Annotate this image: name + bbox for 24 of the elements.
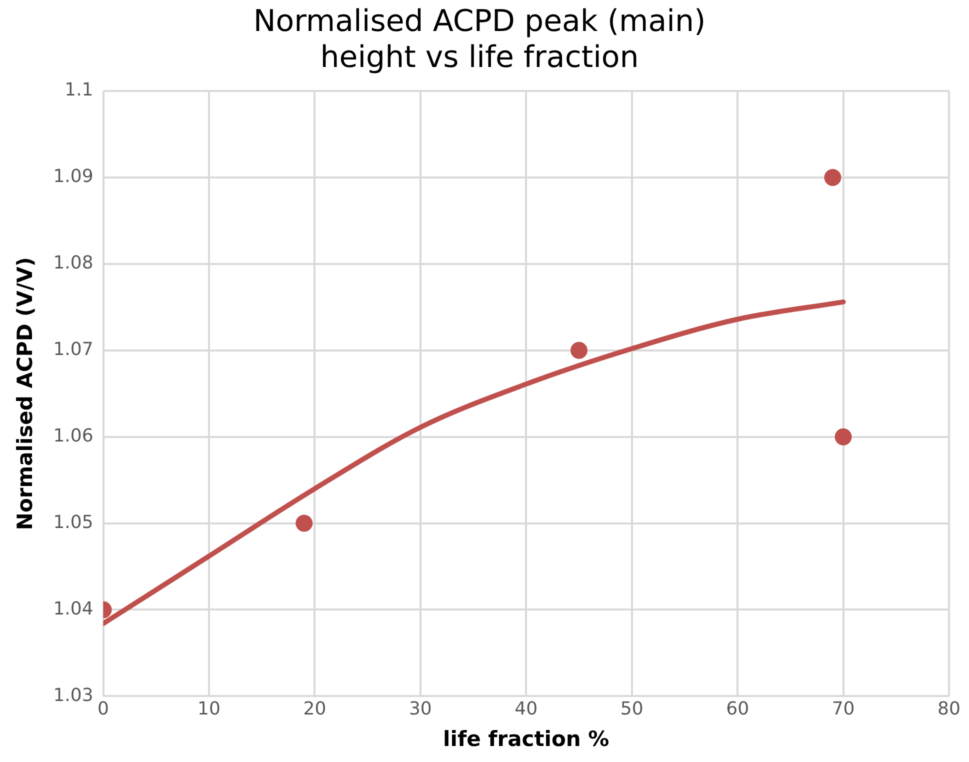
- x-tick-label: 20: [303, 698, 326, 720]
- y-tick-label: 1.08: [53, 252, 94, 274]
- chart-title: Normalised ACPD peak (main) height vs life fraction: [253, 4, 706, 75]
- point: [824, 168, 842, 186]
- y-tick-label: 1.05: [53, 512, 94, 533]
- y-tick-label: 1.07: [53, 339, 94, 360]
- x-tick-label: 30: [408, 698, 432, 720]
- point: [570, 342, 588, 359]
- y-tick-label: 1.04: [53, 598, 94, 620]
- y-tick-label: 1.06: [53, 426, 94, 446]
- x-tick-label: 80: [938, 698, 960, 720]
- y-axis-title: Normalised ACPD (V/V): [13, 257, 38, 530]
- x-tick-label: 60: [726, 698, 750, 720]
- x-tick-label: 0: [98, 698, 110, 720]
- x-tick-label: 70: [832, 698, 855, 720]
- x-axis-title: life fraction %: [443, 726, 610, 751]
- point: [834, 428, 852, 446]
- y-tick-label: 1.1: [64, 80, 94, 101]
- x-tick-label: 50: [620, 698, 644, 720]
- point: [296, 514, 313, 532]
- y-tick-label: 1.03: [53, 684, 94, 706]
- y-tick-label: 1.09: [53, 166, 94, 188]
- x-tick-label: 40: [514, 698, 538, 720]
- x-tick-label: 10: [198, 698, 220, 720]
